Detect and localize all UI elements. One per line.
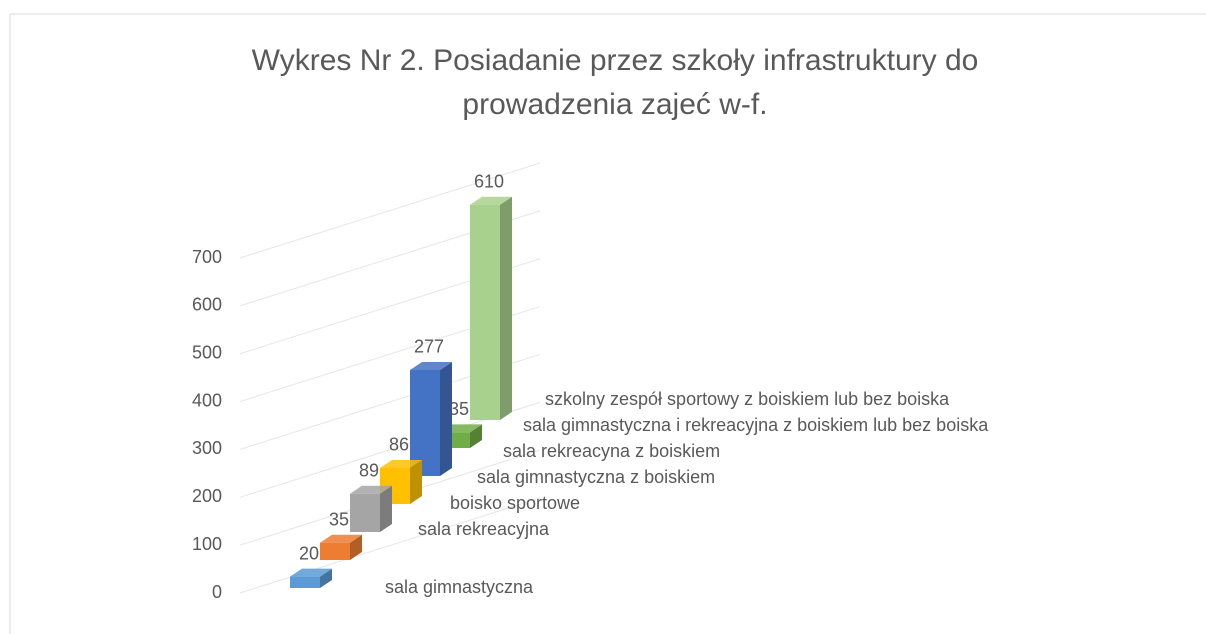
bar xyxy=(320,542,350,560)
bar-side xyxy=(500,196,512,420)
bar-top xyxy=(410,361,452,370)
category-label: sala gimnastyczna i rekreacyjna z boiski… xyxy=(523,415,989,435)
category-label: szkolny zespół sportowy z boiskiem lub b… xyxy=(545,389,950,409)
y-tick-label: 400 xyxy=(192,390,222,410)
category-label: boisko sportowe xyxy=(450,493,580,513)
y-tick-label: 600 xyxy=(192,295,222,315)
chart-title: prowadzenia zajeć w-f. xyxy=(462,88,767,121)
data-label: 20 xyxy=(299,543,319,563)
category-label: sala rekreacyna z boiskiem xyxy=(503,441,720,461)
bar xyxy=(470,204,500,420)
bar xyxy=(350,493,380,532)
bar-top xyxy=(290,568,332,577)
bar-side xyxy=(410,459,422,504)
category-label: sala gimnastyczna z boiskiem xyxy=(477,467,715,487)
category-label: sala gimnastyczna xyxy=(385,577,534,597)
y-tick-label: 200 xyxy=(192,486,222,506)
bar-side xyxy=(440,361,452,476)
y-tick-label: 700 xyxy=(192,247,222,267)
data-label: 35 xyxy=(449,399,469,419)
bar xyxy=(410,369,440,476)
bar-top xyxy=(470,196,512,205)
data-label: 277 xyxy=(414,337,444,357)
data-label: 35 xyxy=(329,509,349,529)
chart-frame xyxy=(9,13,1206,634)
grid-line xyxy=(239,162,541,259)
bar-side xyxy=(380,485,392,532)
bar-top xyxy=(350,485,392,494)
bar-side xyxy=(320,568,332,588)
data-label: 86 xyxy=(389,435,409,455)
chart-title: Wykres Nr 2. Posiadanie przez szkoły inf… xyxy=(252,44,979,77)
y-tick-label: 100 xyxy=(192,534,222,554)
data-label: 89 xyxy=(359,461,379,481)
y-tick-label: 0 xyxy=(212,582,222,602)
bar xyxy=(290,576,320,588)
bar-side xyxy=(470,424,482,448)
bar-top xyxy=(380,459,422,468)
bar-side xyxy=(350,534,362,560)
data-label: 610 xyxy=(474,171,504,191)
category-label: sala rekreacyjna xyxy=(418,519,550,539)
y-tick-label: 300 xyxy=(192,438,222,458)
y-tick-label: 500 xyxy=(192,342,222,362)
bar-top xyxy=(320,534,362,543)
